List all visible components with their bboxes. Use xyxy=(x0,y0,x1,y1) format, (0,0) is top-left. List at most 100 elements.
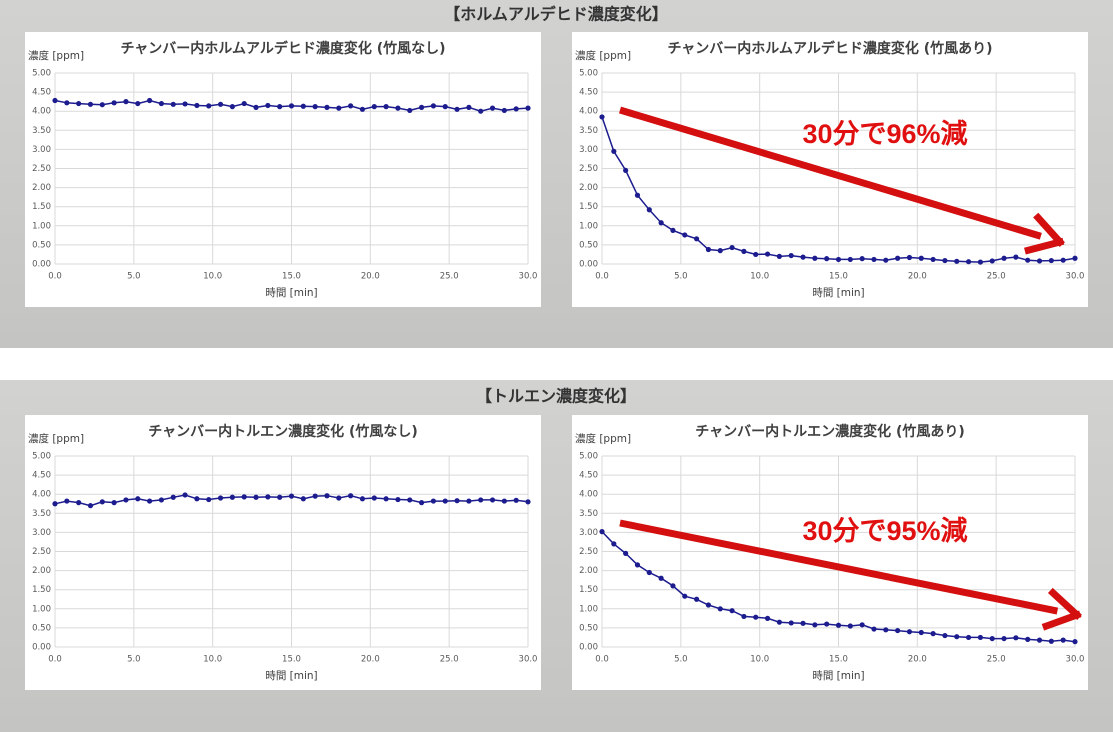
data-point xyxy=(847,623,853,629)
x-tick-label: 15.0 xyxy=(282,272,301,282)
data-point xyxy=(489,105,496,111)
y-tick-label: 4.50 xyxy=(32,471,51,481)
data-point xyxy=(76,100,82,107)
x-axis-label: 時間 [min] xyxy=(265,287,317,299)
data-point xyxy=(1013,635,1019,641)
data-point xyxy=(501,107,507,114)
data-point xyxy=(694,236,700,242)
arrow-head xyxy=(1024,212,1065,255)
data-point xyxy=(99,499,105,505)
data-point xyxy=(788,620,794,626)
data-point xyxy=(135,496,141,502)
data-point xyxy=(705,246,712,253)
section-header: 【トルエン濃度変化】 xyxy=(476,387,636,406)
data-point xyxy=(478,497,484,503)
x-tick-label: 25.0 xyxy=(987,272,1006,282)
x-tick-label: 25.0 xyxy=(987,655,1006,665)
data-point xyxy=(87,101,94,107)
data-point xyxy=(64,498,70,504)
y-axis-label: 濃度 [ppm] xyxy=(28,49,84,62)
y-tick-label: 3.50 xyxy=(32,509,51,519)
y-tick-label: 0.50 xyxy=(579,240,598,250)
data-point xyxy=(670,227,676,233)
data-point xyxy=(418,500,425,506)
data-point xyxy=(1072,639,1078,645)
y-tick-label: 0.50 xyxy=(32,623,51,633)
data-point xyxy=(1025,636,1031,642)
y-tick-label: 3.50 xyxy=(579,126,598,136)
data-point xyxy=(930,256,936,263)
x-tick-label: 30.0 xyxy=(519,655,538,665)
y-tick-label: 3.00 xyxy=(32,528,51,538)
x-tick-label: 30.0 xyxy=(1066,655,1085,665)
data-point xyxy=(147,97,153,104)
data-point xyxy=(407,497,413,503)
data-point xyxy=(229,104,235,110)
data-point xyxy=(87,503,94,509)
x-tick-label: 20.0 xyxy=(361,655,380,665)
y-axis-label: 濃度 [ppm] xyxy=(575,49,631,62)
data-point xyxy=(241,100,247,107)
data-point xyxy=(312,104,318,110)
data-point xyxy=(430,103,436,109)
data-point xyxy=(312,493,318,499)
data-point xyxy=(646,207,652,213)
annotation: 30分で96%減 xyxy=(802,119,967,149)
y-tick-label: 5.00 xyxy=(579,69,598,79)
data-point xyxy=(977,259,983,265)
data-point xyxy=(418,104,425,110)
data-point xyxy=(658,220,664,226)
data-point xyxy=(300,496,306,502)
data-point xyxy=(859,622,865,628)
x-tick-label: 5.0 xyxy=(674,272,688,282)
data-point xyxy=(348,103,354,109)
arrow-shaft xyxy=(619,519,1059,615)
data-point xyxy=(1060,257,1066,263)
data-point xyxy=(812,255,818,261)
data-point xyxy=(359,496,366,502)
y-tick-label: 2.50 xyxy=(32,547,51,557)
data-point xyxy=(824,621,830,627)
data-point xyxy=(942,632,948,639)
data-point xyxy=(1025,257,1031,263)
data-point xyxy=(525,499,531,505)
data-point xyxy=(324,493,330,499)
x-axis-label: 時間 [min] xyxy=(812,670,864,682)
data-point xyxy=(611,148,617,154)
y-tick-label: 0.00 xyxy=(32,260,51,270)
data-point xyxy=(871,256,877,263)
data-point xyxy=(670,583,676,589)
y-axis-label: 濃度 [ppm] xyxy=(575,432,631,445)
data-point xyxy=(76,500,82,506)
data-point xyxy=(217,101,224,107)
data-point xyxy=(277,494,283,500)
data-point xyxy=(729,244,735,251)
data-point xyxy=(277,104,283,110)
data-point xyxy=(682,232,688,238)
data-point xyxy=(942,257,948,264)
x-tick-label: 0.0 xyxy=(48,272,62,282)
x-tick-label: 20.0 xyxy=(908,272,927,282)
data-point xyxy=(336,495,342,501)
data-point xyxy=(52,501,58,507)
data-point xyxy=(895,255,901,261)
data-point xyxy=(623,167,629,174)
data-point xyxy=(135,100,141,107)
data-point xyxy=(634,562,641,568)
y-tick-label: 2.00 xyxy=(579,183,598,193)
data-point xyxy=(965,634,972,641)
x-tick-label: 25.0 xyxy=(440,655,459,665)
data-point xyxy=(918,255,924,261)
data-point xyxy=(383,496,389,502)
data-point xyxy=(265,102,271,109)
data-point xyxy=(147,498,153,504)
data-point xyxy=(906,629,913,635)
x-tick-label: 30.0 xyxy=(1066,272,1085,282)
chart: 0.00 0.50 1.00 1.50 2.00 2.50 3.00 3.50 4.00 4.50… xyxy=(25,32,541,307)
data-point xyxy=(395,496,401,503)
data-point xyxy=(407,107,413,114)
data-point xyxy=(741,613,747,620)
x-tick-label: 15.0 xyxy=(829,655,848,665)
arrow-shaft xyxy=(618,106,1042,240)
data-point xyxy=(123,99,129,105)
